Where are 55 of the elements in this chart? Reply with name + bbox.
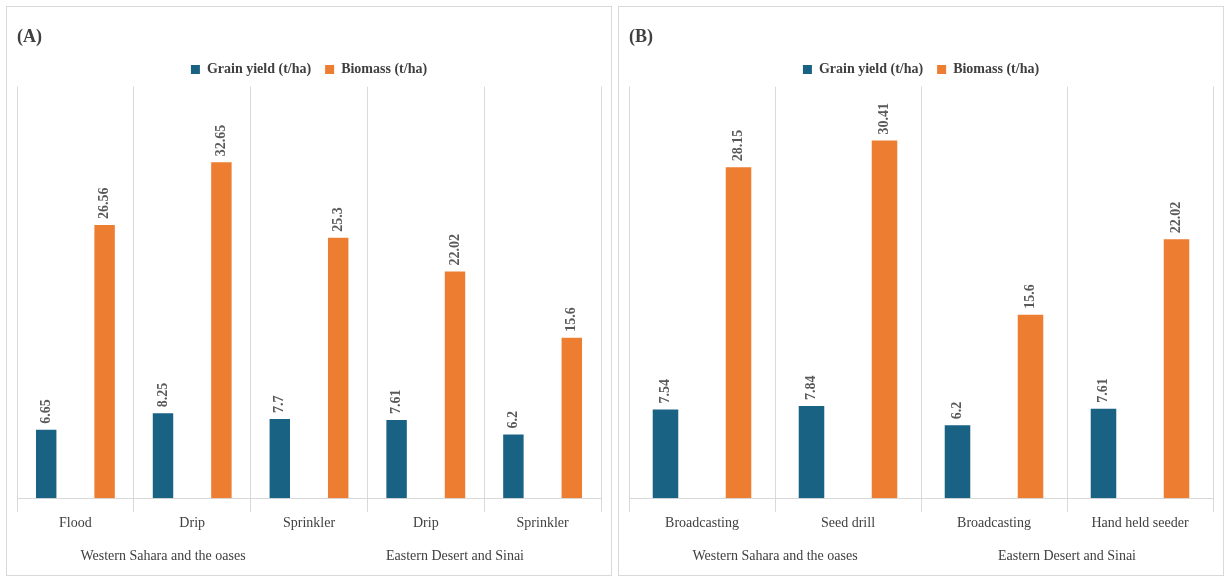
- data-label: 7.84: [803, 375, 819, 400]
- bar: [35, 429, 57, 499]
- bar: [444, 271, 466, 499]
- legend-label: Grain yield (t/ha): [818, 61, 924, 78]
- data-label: 7.7: [271, 395, 287, 413]
- data-label: 28.15: [730, 129, 746, 162]
- bar: [1090, 408, 1117, 499]
- data-label: 6.65: [37, 399, 53, 424]
- x-tick-label: Seed drill: [820, 515, 876, 531]
- text: Eastern Desert and Sinai: [385, 547, 525, 563]
- chart-title: (B): [629, 26, 653, 48]
- bar: [561, 337, 583, 499]
- data-label: 7.61: [388, 389, 404, 414]
- x-tick-label: Drip: [179, 515, 206, 531]
- x-tick-label: Flood: [59, 515, 92, 531]
- data-label: 30.41: [876, 103, 892, 135]
- x-tick-label: Broadcasting: [665, 515, 739, 531]
- text: Eastern Desert and Sinai: [997, 547, 1137, 563]
- legend-label: Grain yield (t/ha): [206, 61, 312, 78]
- chart-title: (A): [17, 26, 42, 48]
- text: Western Sahara and the oases: [692, 547, 858, 563]
- x-tick-label: Hand held seeder: [1091, 515, 1189, 531]
- data-label: 25.3: [329, 207, 345, 232]
- bar: [269, 418, 291, 499]
- x-tick-label: Broadcasting: [957, 515, 1031, 531]
- data-label: 7.61: [1095, 378, 1111, 403]
- bar: [1017, 314, 1044, 499]
- data-label: 8.25: [154, 382, 170, 408]
- bar: [152, 413, 174, 499]
- data-label: 7.54: [657, 379, 673, 404]
- legend-label: Biomass (t/ha): [341, 61, 428, 78]
- legend-label: Biomass (t/ha): [953, 61, 1040, 78]
- data-label: 6.2: [505, 410, 521, 429]
- data-label: 15.6: [563, 307, 579, 332]
- data-label: 15.6: [1022, 284, 1038, 309]
- bar: [1163, 239, 1190, 499]
- bar: [798, 406, 825, 499]
- bar: [211, 162, 232, 499]
- bar: [871, 140, 898, 499]
- bar: [944, 425, 971, 499]
- bar: [503, 434, 524, 499]
- data-label: 32.65: [213, 124, 229, 157]
- data-label: 26.56: [96, 187, 112, 219]
- text: Western Sahara and the oases: [80, 547, 246, 563]
- bar: [725, 167, 752, 499]
- x-tick-label: Sprinkler: [516, 515, 569, 531]
- bar: [652, 409, 679, 499]
- data-label: 22.02: [1168, 201, 1184, 234]
- data-label: 6.2: [949, 401, 965, 420]
- x-tick-label: Sprinkler: [282, 515, 336, 531]
- bar: [386, 419, 407, 499]
- bar: [94, 224, 115, 499]
- data-label: 22.02: [446, 234, 462, 266]
- bar: [327, 237, 349, 499]
- x-tick-label: Drip: [412, 515, 439, 531]
